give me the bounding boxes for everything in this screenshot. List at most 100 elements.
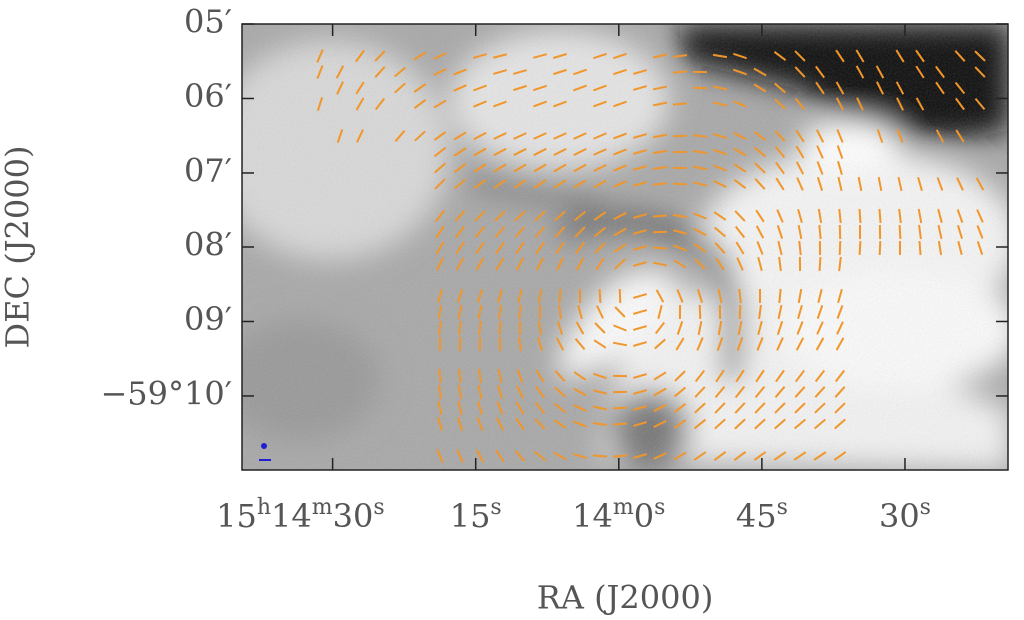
polarization-vector xyxy=(633,149,647,155)
polarization-vector xyxy=(476,401,484,415)
polarization-vector xyxy=(517,336,523,352)
polarization-vector xyxy=(472,53,488,59)
polarization-vector xyxy=(655,289,665,303)
polarization-vector xyxy=(935,81,945,95)
polarization-vector xyxy=(778,288,782,304)
polarization-vector xyxy=(498,320,502,336)
polarization-vector xyxy=(614,258,626,270)
polarization-vector xyxy=(734,225,746,239)
polarization-vector xyxy=(593,164,607,172)
polarization-vector xyxy=(457,304,463,320)
polarization-vector xyxy=(794,97,806,111)
polarization-vector xyxy=(713,180,727,188)
polarization-vector xyxy=(672,134,688,138)
polarization-vector xyxy=(454,210,466,222)
polarization-vector xyxy=(795,145,805,159)
polarization-vector xyxy=(573,420,587,428)
polarization-vector xyxy=(612,422,628,426)
polarization-vector xyxy=(633,133,647,139)
polarization-vector xyxy=(773,451,787,461)
polarization-vector xyxy=(495,241,505,255)
polarization-vector xyxy=(734,210,746,222)
polarization-vector xyxy=(672,182,688,186)
polarization-vector xyxy=(594,322,606,334)
polarization-vector xyxy=(652,182,668,186)
polarization-vector xyxy=(693,418,707,430)
polarization-vector xyxy=(495,257,505,271)
polarization-vector xyxy=(817,208,823,224)
polarization-vector xyxy=(814,418,826,430)
polarization-vector xyxy=(835,49,845,63)
polarization-vector xyxy=(532,53,548,59)
polarization-vector xyxy=(493,69,507,75)
polarization-vector xyxy=(733,147,747,157)
polarization-vector xyxy=(413,83,427,93)
polarization-vector xyxy=(717,288,723,304)
polarization-vector xyxy=(834,418,846,430)
polarization-vector xyxy=(895,81,905,95)
polarization-vector xyxy=(493,179,507,189)
polarization-vector xyxy=(715,257,725,271)
polarization-vector xyxy=(776,337,784,351)
polarization-vector xyxy=(714,242,726,254)
polarization-vector xyxy=(795,161,805,175)
polarization-vector xyxy=(837,288,843,304)
polarization-vector xyxy=(794,50,806,62)
polarization-vector xyxy=(736,337,744,351)
polarization-vector xyxy=(437,288,443,304)
beam-marker xyxy=(261,443,267,449)
polarization-vector xyxy=(835,81,845,95)
polarization-vector xyxy=(816,145,824,159)
polarization-vector xyxy=(815,81,825,95)
polarization-vector xyxy=(494,226,506,238)
polarization-vector xyxy=(475,449,485,463)
polarization-vector xyxy=(754,162,766,174)
polarization-vector xyxy=(437,384,443,400)
polarization-vector xyxy=(633,421,647,427)
polarization-vector xyxy=(693,451,707,461)
polarization-vector xyxy=(974,97,986,111)
polarization-vector xyxy=(558,304,562,320)
polarization-vector xyxy=(393,66,407,78)
polarization-vector xyxy=(613,324,627,332)
polarization-vector xyxy=(496,417,504,431)
polarization-vector xyxy=(457,384,463,400)
polarization-vector xyxy=(753,83,767,93)
polarization-vector xyxy=(453,68,467,76)
polarization-vector xyxy=(776,321,784,335)
polarization-vector xyxy=(855,49,865,63)
polarization-vector xyxy=(533,84,547,92)
polarization-vector xyxy=(613,227,627,237)
polarization-vector xyxy=(696,337,704,351)
polarization-vector xyxy=(713,164,727,172)
polarization-vector xyxy=(613,148,627,156)
polarization-vector xyxy=(794,418,806,430)
polarization-vector xyxy=(818,224,822,240)
polarization-vector xyxy=(614,306,626,318)
polarization-vector xyxy=(613,68,627,76)
polarization-vector xyxy=(738,304,742,320)
polarization-vector xyxy=(593,100,607,108)
polarization-vector xyxy=(514,226,526,238)
polarization-vector xyxy=(936,177,944,191)
polarization-vector xyxy=(554,370,566,382)
polarization-vector xyxy=(633,229,647,235)
polarization-vector xyxy=(494,210,506,222)
x-tick-label: 30s xyxy=(879,495,931,535)
polarization-vector xyxy=(514,210,526,222)
polarization-vector xyxy=(473,178,487,190)
polarization-vector xyxy=(355,81,365,95)
polarization-vector xyxy=(433,99,447,109)
polarization-vector xyxy=(453,84,467,92)
x-tick-label: 15s xyxy=(450,495,502,535)
polarization-vector xyxy=(374,97,386,111)
polarization-vector xyxy=(775,369,785,383)
polarization-vector xyxy=(573,404,587,412)
polarization-vector xyxy=(573,163,587,173)
polarization-vector xyxy=(458,336,462,352)
polarization-vector xyxy=(653,452,667,460)
polarization-vector xyxy=(613,100,627,108)
polarization-vector xyxy=(838,240,842,256)
polarization-vector xyxy=(413,98,427,110)
